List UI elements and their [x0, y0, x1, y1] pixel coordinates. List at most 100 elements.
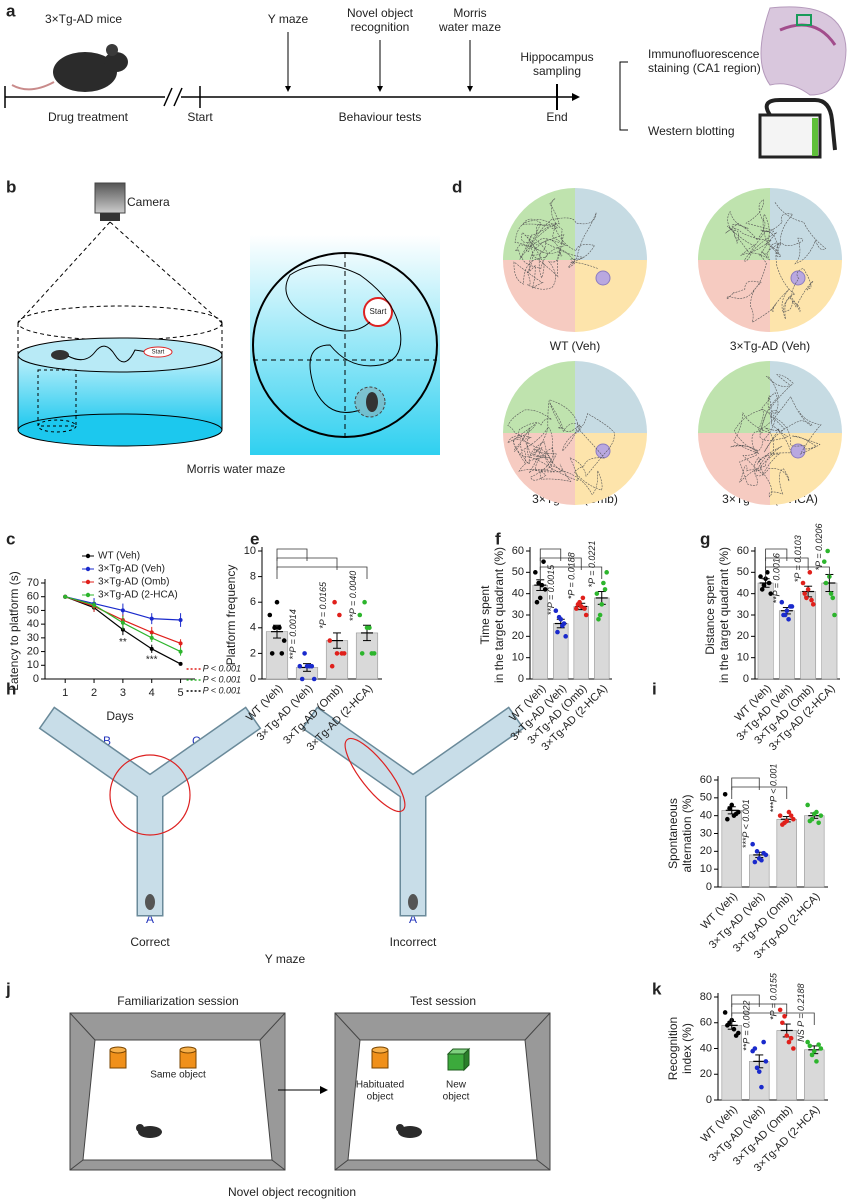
timeline: 3×Tg-AD mice Drug treatment Start Behavi…	[4, 6, 847, 159]
data-point	[782, 1014, 787, 1019]
comparison-bracket	[539, 557, 582, 570]
data-point	[758, 574, 763, 579]
y-axis-label: index (%)	[680, 1023, 694, 1074]
label: Immunofluorescence	[648, 47, 760, 61]
data-point	[761, 582, 767, 588]
y-tick-label: 80	[700, 991, 712, 1003]
panel-label: i	[652, 679, 657, 698]
data-point	[809, 1052, 815, 1058]
trajectory	[725, 199, 827, 323]
data-point	[814, 1059, 819, 1064]
comparison-bracket	[539, 566, 603, 579]
y-tick-label: 30	[27, 632, 39, 644]
data-point	[733, 811, 739, 817]
platform	[595, 443, 611, 459]
data-point	[364, 625, 370, 631]
quadrant	[503, 433, 575, 505]
data-point	[580, 595, 586, 601]
data-point	[805, 1039, 810, 1045]
y-tick-label: 20	[737, 630, 749, 642]
quadrant	[575, 361, 647, 433]
bar	[776, 818, 797, 888]
y-tick-label: 0	[706, 1094, 712, 1106]
platform	[595, 270, 611, 286]
maze-arm	[143, 708, 260, 800]
point	[149, 635, 154, 640]
point	[178, 641, 183, 646]
y-axis-label: in the target quadrant (%)	[492, 547, 506, 683]
data-point	[594, 591, 600, 596]
data-point	[805, 802, 810, 808]
y-tick-label: 6	[250, 596, 256, 608]
data-point	[359, 651, 365, 656]
comparison-bracket	[276, 557, 338, 570]
data-point	[816, 1042, 821, 1047]
p-value: *P = 0.0165	[318, 581, 328, 629]
point	[178, 649, 183, 654]
y-tick-label: 0	[706, 881, 712, 893]
label: object	[367, 1092, 394, 1103]
data-point	[272, 625, 277, 631]
bar	[778, 610, 795, 680]
y-tick-label: 30	[700, 827, 712, 839]
data-point	[811, 1048, 817, 1054]
quadrant	[503, 188, 575, 260]
data-point	[756, 1069, 762, 1074]
p-value: *P = 0.0155	[769, 972, 779, 1020]
bar	[721, 810, 742, 888]
data-point	[780, 822, 785, 827]
label: Hippocampus	[520, 50, 593, 64]
y-tick-label: 50	[27, 604, 39, 616]
y-tick-label: 2	[250, 647, 256, 659]
data-point	[807, 570, 813, 575]
phase: Behaviour tests	[339, 110, 422, 124]
data-point	[302, 651, 307, 656]
data-point	[759, 1084, 764, 1090]
data-point	[541, 559, 546, 564]
path-loop	[109, 754, 191, 836]
data-point	[279, 651, 285, 656]
data-point	[327, 638, 333, 643]
data-point	[722, 1010, 728, 1015]
p-value: **P = 0.0015	[546, 564, 556, 615]
data-point	[805, 587, 811, 592]
data-point	[802, 591, 808, 596]
data-point	[779, 599, 785, 605]
water-maze-diagram: Camera Start Start Morris water maze	[17, 182, 440, 476]
data-point	[602, 587, 608, 592]
caption: Novel object recognition	[228, 1185, 356, 1199]
y-tick-label: 20	[700, 1068, 712, 1080]
data-point	[818, 813, 824, 818]
data-point	[729, 802, 735, 808]
data-point	[754, 849, 760, 854]
data-point	[555, 629, 560, 635]
y-tick-label: 20	[27, 645, 39, 657]
data-point	[816, 820, 821, 826]
arm-label: B	[103, 734, 111, 748]
nor-diagram: Familiarization session Test session Sam…	[69, 994, 551, 1199]
significance: **	[119, 637, 127, 648]
panel-label: c	[6, 529, 15, 548]
data-point	[597, 612, 603, 618]
data-point	[752, 859, 758, 865]
data-point	[810, 602, 816, 607]
data-point	[725, 1023, 730, 1028]
data-point	[267, 612, 273, 618]
y-tick-label: 50	[700, 792, 712, 804]
data-point	[334, 651, 340, 656]
x-tick-label: 2	[91, 687, 97, 699]
x-tick-label: 5	[178, 687, 184, 699]
data-point	[733, 1033, 739, 1038]
y-tick-label: 60	[700, 774, 712, 786]
x-tick-label: 4	[149, 687, 155, 699]
data-point	[362, 599, 367, 605]
bar	[804, 815, 825, 888]
group-label: WT (Veh)	[550, 339, 600, 353]
data-point	[784, 818, 790, 824]
panel-label: e	[250, 529, 259, 548]
data-point	[788, 813, 794, 818]
data-point	[804, 595, 809, 601]
data-point	[750, 841, 755, 847]
data-point	[788, 1035, 794, 1041]
quadrant	[770, 433, 842, 505]
